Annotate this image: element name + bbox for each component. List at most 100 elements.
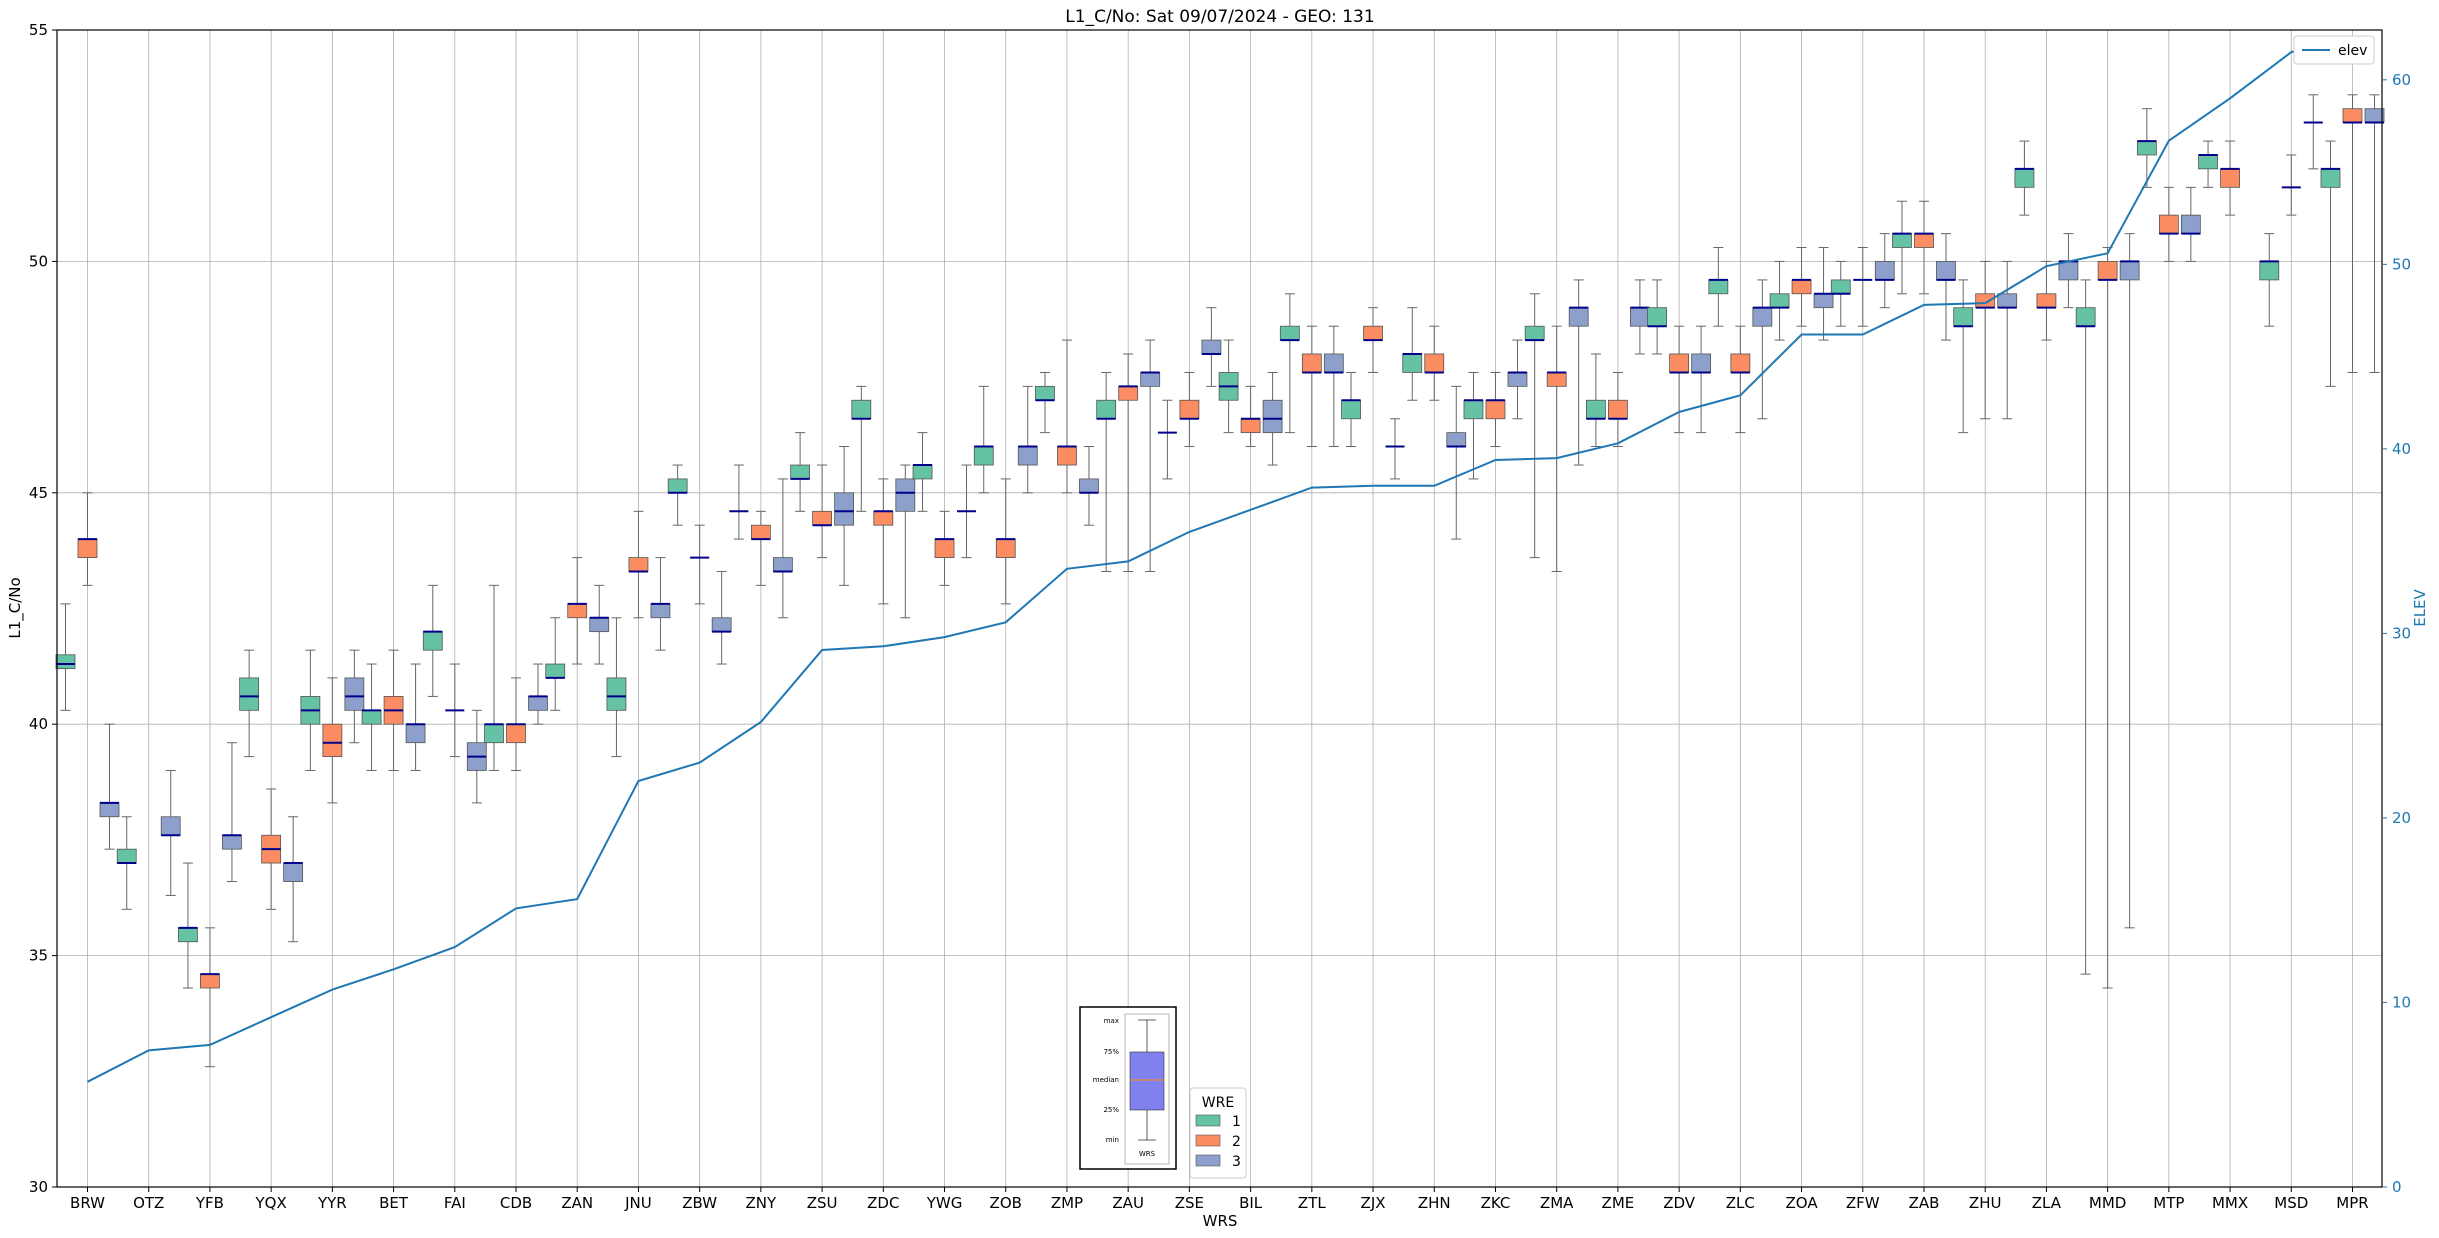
- box-ZNY-wre1: [729, 464, 749, 540]
- box-ZME-wre3: [1630, 279, 1650, 355]
- box-body: [1769, 293, 1790, 309]
- inset-caption: WRS: [1139, 1150, 1156, 1158]
- inset-label-min: min: [1106, 1136, 1119, 1144]
- box-ZMA-wre3: [1568, 279, 1589, 466]
- box-YWG-wre2: [934, 510, 955, 586]
- box-MTP-wre3: [2180, 186, 2201, 262]
- box-ZAU-wre3: [1140, 339, 1161, 572]
- box-body: [1363, 325, 1383, 341]
- x-tick-label: BRW: [70, 1194, 105, 1212]
- box-body: [995, 538, 1016, 558]
- x-tick-label: ZAU: [1112, 1194, 1144, 1212]
- box-MPR-wre2: [2342, 94, 2363, 373]
- box-MSD-wre2: [2281, 154, 2301, 216]
- box-body: [222, 834, 242, 850]
- box-body: [1568, 307, 1589, 327]
- box-BIL-wre2: [1240, 385, 1261, 448]
- x-tick-label: ZAN: [561, 1194, 593, 1212]
- box-BET-wre3: [405, 663, 426, 771]
- box-body: [1446, 432, 1467, 447]
- grid: [57, 29, 2382, 1188]
- box-body: [283, 862, 304, 882]
- x-tick-label: ZDV: [1663, 1194, 1696, 1212]
- box-body: [1669, 353, 1690, 373]
- y-tick-label: 45: [29, 484, 48, 502]
- box-body: [2320, 168, 2341, 188]
- box-body: [628, 557, 649, 572]
- box-body: [1463, 399, 1484, 420]
- box-ZAB-wre2: [1914, 200, 1934, 295]
- x-tick-label: ZJX: [1361, 1194, 1386, 1212]
- box-body: [1017, 446, 1038, 466]
- x-tick-label: MSD: [2274, 1194, 2308, 1212]
- box-ZOA-wre1: [1769, 260, 1790, 341]
- box-ZLC-wre2: [1730, 325, 1751, 434]
- box-BET-wre2: [383, 649, 404, 771]
- box-body: [1402, 353, 1423, 373]
- box-ZLC-wre3: [1752, 279, 1773, 420]
- box-body: [200, 973, 220, 989]
- box-body: [834, 492, 854, 526]
- box-body: [851, 399, 872, 420]
- x-tick-label: ZME: [1602, 1194, 1635, 1212]
- box-ZOB-wre2: [995, 478, 1016, 605]
- box-body: [2198, 154, 2218, 170]
- box-body: [1035, 385, 1055, 401]
- box-ZMP-wre2: [1057, 339, 1077, 494]
- box-ZAB-wre3: [1936, 233, 1956, 341]
- box-MMX-wre2: [2220, 140, 2240, 216]
- box-body: [116, 848, 137, 864]
- box-ZSE-wre2: [1179, 371, 1200, 448]
- x-tick-label: ZOA: [1786, 1194, 1819, 1212]
- box-body: [1118, 385, 1139, 401]
- box-ZMP-wre1: [1035, 371, 1055, 434]
- box-ZHU-wre2: [1975, 260, 1996, 420]
- wre-legend-swatch-3: [1195, 1154, 1221, 1167]
- box-ZMA-wre2: [1546, 325, 1567, 572]
- box-FAI-wre2: [445, 663, 465, 758]
- x-tick-label: YQX: [255, 1194, 287, 1212]
- box-ZHN-wre1: [1402, 307, 1423, 401]
- box-body: [912, 464, 933, 480]
- wre-legend-label-3: 3: [1232, 1154, 1241, 1170]
- box-MPR-wre3: [2364, 94, 2385, 373]
- box-ZLC-wre1: [1708, 247, 1729, 327]
- x-tick-label: ZLA: [2032, 1194, 2062, 1212]
- x-tick-label: FAI: [444, 1194, 466, 1212]
- box-FAI-wre3: [466, 709, 487, 804]
- box-BRW-wre2: [77, 492, 98, 586]
- box-ZLA-wre2: [2036, 260, 2057, 341]
- box-FAI-wre1: [422, 584, 443, 697]
- box-body: [1874, 260, 1895, 281]
- y-right-tick-label: 20: [2392, 809, 2411, 827]
- box-ZNY-wre2: [750, 510, 771, 586]
- box-body: [160, 816, 181, 836]
- x-tick-label: ZFW: [1846, 1194, 1880, 1212]
- box-YQX-wre3: [283, 816, 304, 943]
- box-body: [2158, 214, 2179, 235]
- inset-label-max: max: [1104, 1017, 1119, 1025]
- box-MMD-wre3: [2119, 233, 2140, 929]
- box-body: [1914, 233, 1934, 248]
- box-ZDC-wre1: [851, 385, 872, 512]
- box-body: [1708, 279, 1729, 295]
- box-ZAN-wre2: [567, 557, 588, 665]
- box-body: [178, 927, 198, 943]
- box-body: [750, 524, 771, 540]
- box-body: [422, 631, 443, 651]
- box-ZME-wre1: [1586, 353, 1606, 448]
- box-body: [1301, 353, 1322, 373]
- box-body: [1096, 399, 1117, 420]
- box-body: [589, 617, 610, 633]
- box-YFB-wre3: [222, 742, 242, 883]
- box-YFB-wre1: [178, 862, 198, 989]
- box-ZDC-wre2: [873, 478, 894, 605]
- y-axis-left: 30 35 40 45 50 55: [29, 21, 57, 1196]
- box-YWG-wre1: [912, 432, 933, 512]
- box-body: [1323, 353, 1344, 373]
- box-ZFW-wre3: [1874, 233, 1895, 309]
- box-body: [1240, 418, 1261, 434]
- x-tick-label: BET: [379, 1194, 409, 1212]
- box-ZSE-wre3: [1201, 307, 1222, 387]
